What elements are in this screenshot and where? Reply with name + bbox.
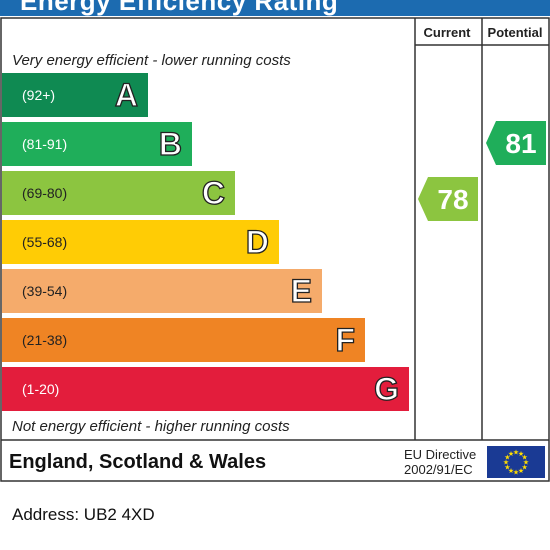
rating-bands: (92+) A (81-91) B (69-80) C (55-68) D (39-54) E (2… — [2, 73, 409, 411]
address-line: Address: UB2 4XD — [12, 505, 155, 524]
region-label: England, Scotland & Wales — [9, 451, 266, 473]
title-banner: Energy Efficiency Rating — [0, 0, 550, 16]
band-d-bar — [2, 220, 279, 264]
band-b-bar — [2, 122, 192, 166]
directive-line2: 2002/91/EC — [404, 462, 473, 477]
band-d-range: (55-68) — [22, 234, 67, 250]
band-a-bar — [2, 73, 148, 117]
rating-markers: 78 81 — [418, 121, 546, 221]
eu-star-icon: ★ — [522, 454, 528, 462]
potential-rating-arrow — [486, 121, 546, 165]
eu-star-icon: ★ — [504, 464, 510, 472]
band-b-letter: B — [159, 126, 182, 162]
eu-star-icon: ★ — [518, 467, 524, 475]
band-c-bar — [2, 171, 235, 215]
current-column-header: Current — [424, 25, 472, 40]
band-f-range: (21-38) — [22, 332, 67, 348]
band-f-letter: F — [335, 322, 355, 358]
band-e-letter: E — [291, 273, 312, 309]
eu-star-icon: ★ — [504, 454, 510, 462]
band-e-bar — [2, 269, 322, 313]
eu-star-icon: ★ — [513, 449, 519, 457]
band-e-range: (39-54) — [22, 283, 67, 299]
eu-star-icon: ★ — [518, 450, 524, 458]
eu-star-icon: ★ — [522, 464, 528, 472]
band-g-letter: G — [374, 371, 399, 407]
band-a-letter: A — [115, 77, 138, 113]
band-g-bar — [2, 367, 409, 411]
band-c-range: (69-80) — [22, 185, 67, 201]
eu-star-icon: ★ — [508, 450, 514, 458]
current-rating-arrow — [418, 177, 478, 221]
eu-star-icon: ★ — [513, 469, 519, 477]
eu-star-icon: ★ — [503, 459, 509, 467]
band-f-bar — [2, 318, 365, 362]
band-c-letter: C — [202, 175, 225, 211]
potential-column-header: Potential — [488, 25, 543, 40]
band-a-range: (92+) — [22, 87, 55, 103]
top-caption: Very energy efficient - lower running co… — [12, 52, 291, 69]
chart-border — [0, 17, 550, 482]
title-text: Energy Efficiency Rating — [20, 0, 339, 16]
bottom-caption: Not energy efficient - higher running co… — [12, 418, 290, 435]
band-d-letter: D — [246, 224, 269, 260]
directive-line1: EU Directive — [404, 447, 476, 462]
eu-star-icon: ★ — [508, 467, 514, 475]
potential-rating-value: 81 — [505, 128, 536, 159]
band-b-range: (81-91) — [22, 136, 67, 152]
current-rating-value: 78 — [437, 184, 468, 215]
eu-star-icon: ★ — [523, 459, 529, 467]
band-g-range: (1-20) — [22, 381, 59, 397]
eu-flag-icon: ★★★★★★★★★★★★ — [487, 446, 545, 478]
